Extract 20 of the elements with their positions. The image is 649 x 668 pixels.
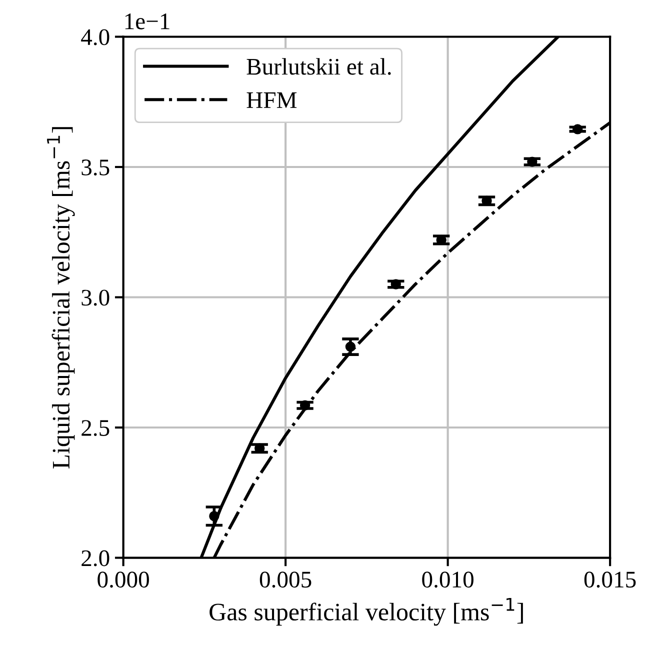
legend-label: HFM [246, 92, 297, 108]
y-tick-label: 3.5 [82, 160, 110, 176]
y-tick-label: 3.0 [82, 290, 110, 306]
point [300, 400, 310, 410]
legend-label: Burlutskii et al. [246, 58, 391, 75]
x-tick-label: 0.005 [260, 572, 312, 588]
point [527, 156, 538, 167]
point [390, 279, 401, 290]
point [572, 124, 583, 134]
x-tick-label: 0.010 [422, 572, 474, 588]
y-axis-title: Liquid superficial velocity [ms$^{−1}$] [47, 127, 75, 469]
text: 1e−1 [125, 14, 170, 30]
y-tick-label: 2.5 [82, 420, 110, 436]
x-tick-label: 0.015 [584, 572, 636, 588]
y-tick-label: 2.0 [82, 550, 110, 566]
y-tick-label: 4.0 [81, 29, 110, 46]
x-axis-title: Gas superficial velocity [ms$^{−1}$] [210, 598, 523, 626]
point [345, 342, 356, 352]
point [209, 511, 220, 522]
x-tick-label: 0.000 [98, 572, 149, 588]
